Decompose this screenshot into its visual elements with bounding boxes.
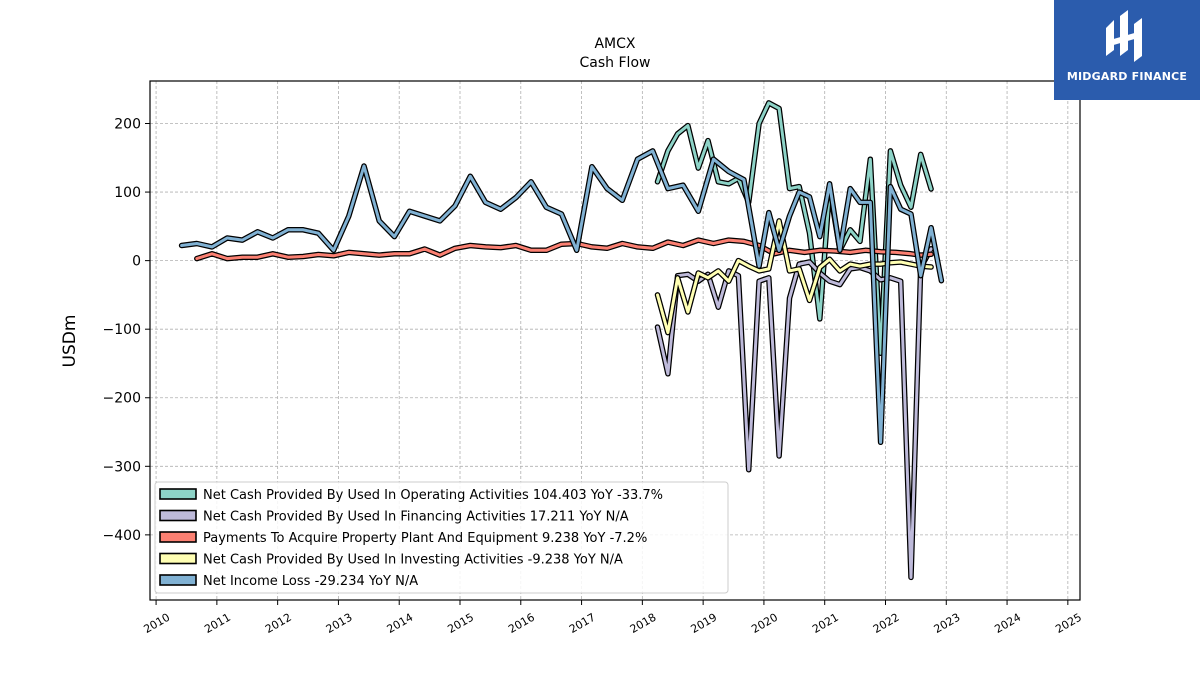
legend-swatch xyxy=(159,574,197,586)
legend-label: Payments To Acquire Property Plant And E… xyxy=(203,531,647,546)
legend-swatch xyxy=(159,552,197,565)
legend-box xyxy=(154,481,729,594)
legend-label: Net Cash Provided By Used In Financing A… xyxy=(203,510,629,525)
chart-subtitle: Cash Flow xyxy=(580,55,651,71)
series-line xyxy=(195,238,933,261)
plot-frame xyxy=(149,80,1081,601)
x-tick-label: 2014 xyxy=(385,611,416,636)
x-tick-label: 2010 xyxy=(141,611,172,636)
x-tick-label: 2022 xyxy=(871,611,902,636)
x-tick-label: 2025 xyxy=(1053,611,1084,636)
series-lines xyxy=(178,100,945,581)
x-tick-label: 2011 xyxy=(202,611,233,636)
legend-swatch xyxy=(159,488,197,500)
y-axis-ticks: 200 100 0 −100 −200 −300 −400 xyxy=(103,117,150,544)
legend-swatch xyxy=(159,509,197,522)
logo-text: MIDGARD FINANCE xyxy=(1066,70,1188,83)
x-tick-label: 2013 xyxy=(324,611,355,636)
y-tick-label: −200 xyxy=(103,391,141,407)
legend-label: Net Income Loss -29.234 YoY N/A xyxy=(203,574,418,589)
x-tick-label: 2015 xyxy=(445,611,476,636)
chart-title: AMCX xyxy=(594,36,635,52)
legend-label: Net Cash Provided By Used In Investing A… xyxy=(203,553,623,568)
midgard-finance-logo: MIDGARD FINANCE xyxy=(1054,0,1200,100)
series-4 xyxy=(178,148,945,446)
legend-label: Net Cash Provided By Used In Operating A… xyxy=(203,488,663,503)
x-tick-label: 2019 xyxy=(689,611,720,636)
midgard-logo-icon xyxy=(1106,10,1142,62)
series-line xyxy=(180,149,943,444)
y-tick-label: 0 xyxy=(132,254,141,270)
series-2 xyxy=(194,237,934,262)
x-tick-label: 2012 xyxy=(263,611,294,636)
x-tick-label: 2020 xyxy=(749,611,780,636)
y-tick-label: 200 xyxy=(114,117,141,133)
x-tick-label: 2023 xyxy=(932,611,963,636)
y-tick-label: −100 xyxy=(103,322,141,338)
y-axis-label: USDm xyxy=(60,315,80,368)
legend-swatch xyxy=(159,531,197,543)
x-tick-label: 2021 xyxy=(810,611,841,636)
y-tick-label: 100 xyxy=(114,185,141,201)
legend: Net Cash Provided By Used In Operating A… xyxy=(154,481,729,594)
y-tick-label: −300 xyxy=(103,459,141,475)
y-tick-label: −400 xyxy=(103,528,141,544)
x-tick-label: 2024 xyxy=(992,611,1023,636)
x-axis-ticks: 2010 2011 2012 2013 2014 2015 2016 2017 2018 2019… xyxy=(141,600,1084,636)
x-tick-label: 2018 xyxy=(628,611,659,636)
x-tick-label: 2016 xyxy=(506,611,537,636)
x-tick-label: 2017 xyxy=(567,611,598,636)
